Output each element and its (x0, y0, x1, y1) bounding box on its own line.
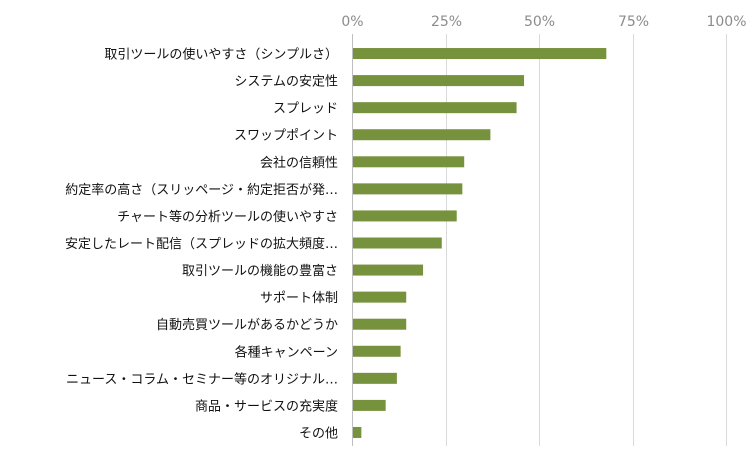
x-tick-label: 75% (618, 14, 649, 30)
bar (353, 129, 491, 141)
category-label: スワップポイント (234, 129, 338, 144)
category-label: 自動売買ツールがあるかどうか (156, 317, 338, 333)
category-label: 商品・サービスの充実度 (195, 398, 338, 414)
bar (353, 102, 517, 114)
x-tick-label: 25% (431, 14, 462, 30)
category-label: 取引ツールの使いやすさ（シンプルさ） (104, 47, 338, 63)
bars (353, 48, 607, 438)
bar (353, 156, 465, 168)
bar (353, 264, 424, 276)
category-label: 取引ツールの機能の豊富さ (182, 263, 338, 279)
category-label: スプレッド (273, 102, 338, 117)
category-label: チャート等の分析ツールの使いやすさ (117, 209, 338, 225)
bar (353, 399, 386, 411)
bar (353, 75, 525, 87)
bar (353, 210, 457, 222)
bar (353, 291, 407, 303)
bar (353, 345, 401, 357)
category-label: サポート体制 (260, 291, 338, 306)
bar (353, 183, 463, 195)
category-label: 各種キャンペーン (235, 344, 338, 360)
x-tick-label: 0% (341, 14, 363, 30)
category-label: システムの安定性 (234, 75, 338, 90)
bar (353, 237, 442, 249)
x-tick-label: 50% (524, 14, 555, 30)
category-labels: 取引ツールの使いやすさ（シンプルさ） システムの安定性スプレッドスワップポイント会… (65, 47, 338, 442)
bar (353, 372, 397, 384)
category-label: 約定率の高さ（スリッページ・約定拒否が発… (65, 182, 338, 198)
bar (353, 48, 607, 60)
category-label: 会社の信頼性 (260, 155, 338, 171)
bar (353, 318, 407, 330)
category-label: 安定したレート配信（スプレッドの拡大頻度… (65, 236, 338, 252)
bar (353, 426, 362, 438)
x-tick-label: 100% (706, 14, 746, 30)
category-label: ニュース・コラム・セミナー等のオリジナル… (66, 371, 338, 387)
category-label: その他 (299, 426, 338, 441)
x-axis-ticks: 0% 25% 50% 75% 100% (341, 14, 746, 30)
